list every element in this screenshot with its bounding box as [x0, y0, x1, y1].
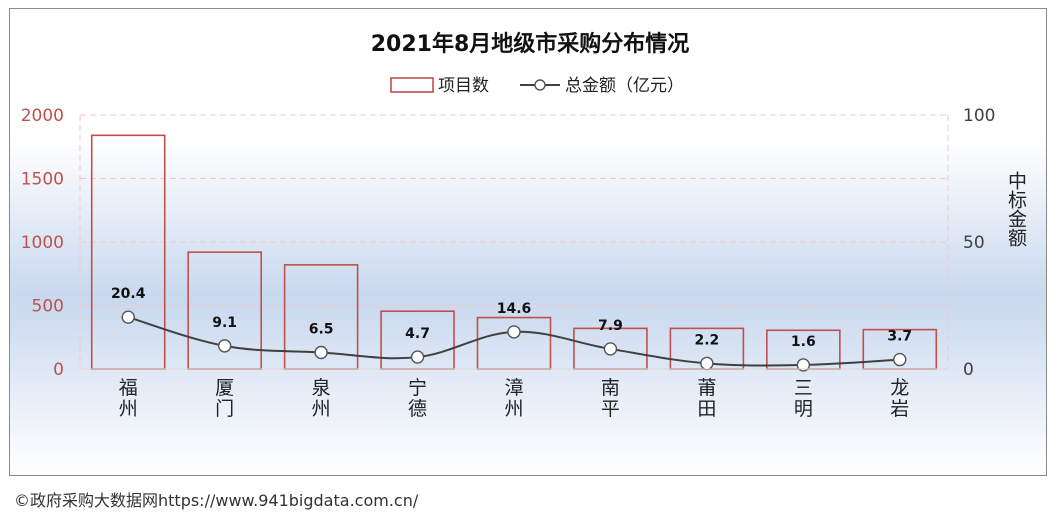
- amount-point-3: [410, 350, 425, 364]
- left-tick-label: 1500: [21, 170, 64, 190]
- left-tick-label: 1000: [21, 233, 64, 253]
- category-label: 龙岩: [890, 377, 909, 420]
- legend-line-label: 总金额（亿元）: [565, 76, 684, 96]
- legend: 项目数 总金额（亿元）: [390, 76, 684, 96]
- amount-point-5: [603, 342, 618, 356]
- amount-label-4: 14.6: [497, 301, 532, 317]
- legend-bar-label: 项目数: [438, 76, 489, 96]
- category-label: 三明: [794, 377, 813, 420]
- category-label: 莆田: [697, 377, 716, 420]
- footer-credit: ©政府采购大数据网https://www.941bigdata.com.cn/: [14, 491, 419, 510]
- category-label: 南平: [601, 377, 620, 420]
- amount-label-5: 7.9: [598, 318, 623, 334]
- chart-title: 2021年8月地级市采购分布情况: [371, 31, 690, 57]
- legend-line-marker: [534, 79, 546, 91]
- amount-label-2: 6.5: [309, 321, 334, 337]
- chart-frame: 2021年8月地级市采购分布情况 项目数 总金额（亿元） 20.4 9.1 6.5 4.…: [9, 8, 1047, 476]
- amount-label-7: 1.6: [791, 334, 816, 350]
- amount-point-6: [700, 356, 714, 371]
- category-label: 福州: [119, 377, 138, 420]
- amount-point-7: [796, 358, 811, 372]
- amount-point-0: [121, 310, 135, 324]
- amount-point-2: [314, 345, 328, 360]
- legend-bar-swatch: [390, 77, 434, 93]
- right-axis-label: 中标金额: [1005, 171, 1027, 247]
- amount-label-0: 20.4: [111, 286, 146, 302]
- category-label: 厦门: [215, 377, 234, 420]
- category-label: 漳州: [504, 377, 523, 420]
- left-tick-label: 2000: [21, 106, 64, 126]
- amount-point-4: [507, 325, 521, 339]
- amount-label-8: 3.7: [887, 329, 912, 345]
- grid: [79, 114, 949, 369]
- left-tick-label: 500: [32, 297, 64, 317]
- left-tick-label: 0: [53, 360, 64, 380]
- amount-label-3: 4.7: [405, 326, 430, 342]
- chart: 2021年8月地级市采购分布情况 项目数 总金额（亿元） 20.4 9.1 6.5 4.…: [10, 9, 1046, 475]
- right-tick-label: 50: [963, 233, 985, 253]
- category-label: 泉州: [312, 377, 331, 420]
- amount-label-6: 2.2: [694, 332, 719, 348]
- right-tick-label: 100: [963, 106, 995, 126]
- amount-point-1: [217, 339, 232, 353]
- amount-line: 20.4 9.1 6.5 4.7 14.6 7.9 2.2 1.6 3.7: [111, 286, 912, 372]
- right-tick-label: 0: [963, 360, 974, 380]
- amount-label-1: 9.1: [212, 315, 237, 331]
- category-label: 宁德: [408, 377, 427, 420]
- amount-point-8: [893, 352, 907, 367]
